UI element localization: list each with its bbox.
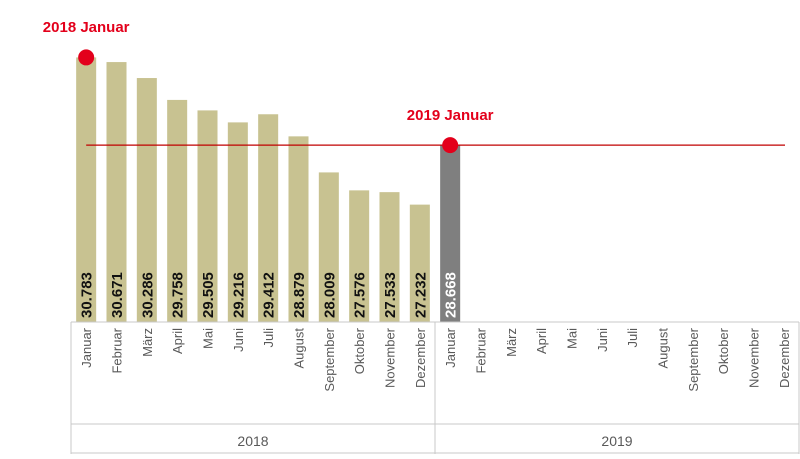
bar-2018-märz — [136, 78, 157, 322]
month-tick-2019-januar: Januar — [443, 327, 458, 367]
month-tick-2018-september: September — [322, 327, 337, 391]
month-tick-2019-mai: Mai — [565, 328, 580, 349]
month-tick-2018-april: April — [170, 328, 185, 354]
month-tick-2018-juli: Juli — [261, 328, 276, 348]
month-tick-2019-oktober: Oktober — [716, 327, 731, 374]
month-tick-2019-juli: Juli — [625, 328, 640, 348]
value-label-2018-märz: 30.286 — [139, 272, 156, 318]
annotation-2018-januar: 2018 Januar — [42, 19, 130, 37]
month-tick-2019-dezember: Dezember — [777, 327, 792, 388]
annotation-marker-2019-januar — [442, 137, 459, 154]
month-tick-2018-august: August — [292, 328, 307, 369]
bar-2018-september — [318, 172, 339, 322]
value-label-2018-mai: 29.505 — [200, 272, 217, 318]
value-label-2018-september: 28.009 — [321, 272, 338, 318]
bar-2018-juli — [258, 114, 279, 323]
month-tick-2018-oktober: Oktober — [352, 327, 367, 374]
value-label-2018-dezember: 27.232 — [412, 272, 429, 318]
month-tick-2019-märz: März — [504, 328, 519, 357]
value-label-2018-april: 29.758 — [170, 272, 187, 318]
month-tick-2019-juni: Juni — [595, 328, 610, 352]
month-tick-2019-august: August — [656, 328, 671, 369]
bar-2018-oktober — [349, 190, 370, 322]
value-label-2019-januar: 28.668 — [443, 272, 460, 318]
month-tick-2018-märz: März — [140, 328, 155, 357]
value-label-2018-oktober: 27.576 — [352, 272, 369, 318]
bar-2018-august — [288, 136, 309, 322]
month-tick-2019-februar: Februar — [474, 327, 489, 373]
annotation-marker-2018-januar — [78, 49, 95, 66]
value-label-2018-november: 27.533 — [382, 272, 399, 318]
value-label-2018-februar: 30.671 — [109, 272, 126, 318]
month-tick-2018-februar: Februar — [110, 327, 125, 373]
bar-2018-dezember — [409, 204, 430, 322]
bar-2018-mai — [197, 110, 218, 322]
bar-2018-juni — [227, 122, 248, 323]
annotation-2019-januar: 2019 Januar — [406, 107, 494, 125]
month-tick-2019-september: September — [686, 327, 701, 391]
value-label-2018-august: 28.879 — [291, 272, 308, 318]
month-tick-2019-april: April — [534, 328, 549, 354]
month-tick-2019-november: November — [747, 327, 762, 388]
value-label-2018-juli: 29.412 — [261, 272, 278, 318]
month-tick-2018-juni: Juni — [231, 328, 246, 352]
bar-2019-januar — [440, 145, 461, 322]
value-label-2018-januar: 30.783 — [79, 272, 96, 318]
month-tick-2018-dezember: Dezember — [413, 327, 428, 388]
bar-2018-februar — [106, 62, 127, 322]
month-tick-2018-november: November — [383, 327, 398, 388]
bar-2018-april — [167, 99, 188, 322]
year-label-2019: 2019 — [601, 433, 632, 449]
bar-2018-januar — [76, 57, 97, 323]
month-tick-2018-mai: Mai — [201, 328, 216, 349]
value-label-2018-juni: 29.216 — [230, 272, 247, 318]
month-tick-2018-januar: Januar — [79, 327, 94, 367]
year-label-2018: 2018 — [237, 433, 268, 449]
bar-2018-november — [379, 192, 400, 322]
